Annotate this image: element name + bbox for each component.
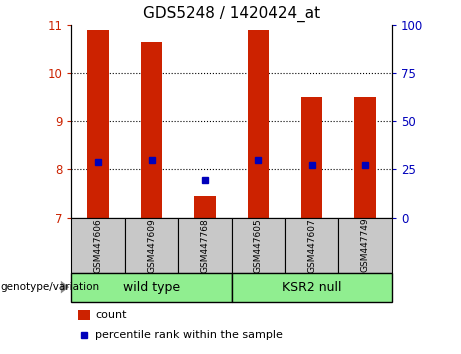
Bar	[71, 218, 125, 273]
Text: GSM447749: GSM447749	[361, 218, 370, 273]
Text: genotype/variation: genotype/variation	[0, 282, 99, 292]
Text: wild type: wild type	[123, 281, 180, 293]
Bar	[88, 30, 109, 218]
Bar	[125, 218, 178, 273]
Text: KSR2 null: KSR2 null	[282, 281, 342, 293]
Title: GDS5248 / 1420424_at: GDS5248 / 1420424_at	[143, 6, 320, 22]
Bar	[178, 218, 231, 273]
Bar	[141, 42, 162, 218]
Text: GSM447605: GSM447605	[254, 218, 263, 273]
Bar	[338, 218, 392, 273]
Bar	[71, 273, 231, 302]
Text: GSM447768: GSM447768	[201, 218, 209, 273]
Bar	[231, 218, 285, 273]
Text: GSM447609: GSM447609	[147, 218, 156, 273]
Bar	[194, 196, 216, 218]
Text: GSM447607: GSM447607	[307, 218, 316, 273]
Text: count: count	[95, 310, 127, 320]
Bar	[248, 30, 269, 218]
Bar	[78, 310, 90, 320]
Text: percentile rank within the sample: percentile rank within the sample	[95, 330, 284, 339]
Bar	[355, 97, 376, 218]
Text: GSM447606: GSM447606	[94, 218, 103, 273]
Bar	[231, 273, 392, 302]
Bar	[285, 218, 338, 273]
Bar	[301, 97, 322, 218]
